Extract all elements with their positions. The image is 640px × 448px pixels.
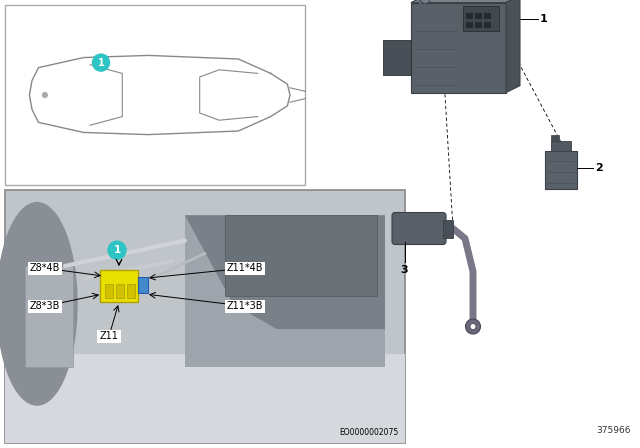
Bar	[467, 22, 473, 28]
Polygon shape	[411, 0, 520, 3]
Text: Z11: Z11	[100, 331, 118, 341]
Bar	[105, 284, 113, 298]
Circle shape	[465, 319, 481, 334]
Polygon shape	[506, 0, 520, 93]
Bar	[484, 22, 492, 28]
Bar	[552, 135, 559, 141]
Circle shape	[42, 93, 47, 97]
Bar	[443, 220, 453, 237]
Bar	[411, 3, 506, 93]
Bar	[28, 262, 62, 275]
Text: Z11*4B: Z11*4B	[227, 263, 263, 273]
Bar	[383, 40, 411, 75]
Bar	[100, 270, 138, 302]
Bar	[5, 190, 405, 443]
Bar	[25, 266, 73, 367]
Circle shape	[108, 241, 126, 259]
Circle shape	[420, 0, 430, 4]
Text: 375966: 375966	[596, 426, 631, 435]
Circle shape	[470, 323, 476, 330]
Bar	[476, 22, 483, 28]
Text: Z11*3B: Z11*3B	[227, 301, 263, 311]
Polygon shape	[185, 215, 385, 329]
Bar	[545, 151, 577, 189]
FancyBboxPatch shape	[392, 212, 446, 245]
Text: Z8*3B: Z8*3B	[30, 301, 60, 311]
Bar	[127, 284, 135, 298]
Text: 1: 1	[98, 58, 104, 68]
Text: 3: 3	[401, 264, 408, 275]
Text: Z8*4B: Z8*4B	[30, 263, 60, 273]
Bar	[5, 354, 405, 443]
Bar	[185, 215, 385, 367]
Bar	[28, 300, 62, 313]
Text: EO0000002075: EO0000002075	[340, 428, 399, 437]
Bar	[552, 141, 572, 151]
Bar	[476, 13, 483, 19]
Text: 1: 1	[540, 14, 548, 24]
Text: 1: 1	[113, 245, 120, 255]
Bar	[225, 300, 264, 313]
Bar	[5, 5, 305, 185]
Bar	[97, 330, 121, 343]
Bar	[467, 13, 473, 19]
Bar	[225, 262, 264, 275]
Bar	[138, 277, 148, 293]
Text: 2: 2	[595, 163, 603, 173]
Circle shape	[93, 54, 109, 71]
Bar	[463, 6, 499, 31]
Ellipse shape	[0, 202, 77, 405]
Bar	[225, 215, 377, 296]
Bar	[116, 284, 124, 298]
Bar	[484, 13, 492, 19]
